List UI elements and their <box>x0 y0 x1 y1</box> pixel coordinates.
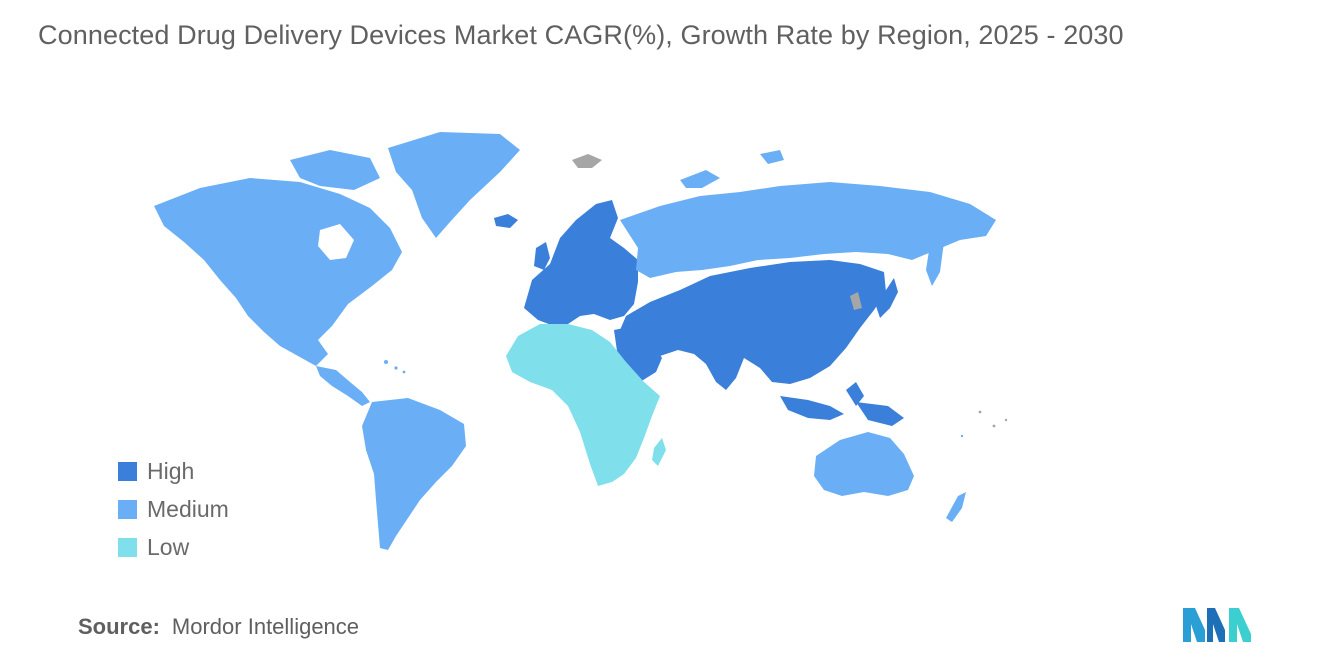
region-australia <box>814 432 914 496</box>
legend-swatch-medium <box>118 499 137 519</box>
region-north-america <box>154 178 402 366</box>
legend-label-low: Low <box>147 533 190 560</box>
region-canada-islands <box>290 150 380 190</box>
legend-label-high: High <box>147 457 195 484</box>
region-south-america <box>362 398 466 550</box>
chart-title: Connected Drug Delivery Devices Market C… <box>38 20 1124 50</box>
source-value: Mordor Intelligence <box>171 614 360 639</box>
source-label: Source: <box>78 614 160 639</box>
region-africa <box>506 324 660 486</box>
region-russia <box>620 182 996 278</box>
region-central-america <box>316 366 370 406</box>
legend-item-low: Low <box>118 528 229 566</box>
region-asia-pacific <box>620 260 886 390</box>
legend-swatch-low <box>118 537 137 557</box>
legend-swatch-high <box>118 461 137 481</box>
mordor-intelligence-logo <box>1183 608 1251 642</box>
legend-item-medium: Medium <box>118 490 229 528</box>
region-europe <box>524 200 638 326</box>
source-note: Source: Mordor Intelligence <box>78 614 359 640</box>
map-legend: High Medium Low <box>118 452 229 566</box>
region-iceland <box>494 214 518 228</box>
region-greenland <box>388 132 520 238</box>
legend-label-medium: Medium <box>147 495 229 522</box>
world-map <box>154 132 1008 550</box>
legend-item-high: High <box>118 452 229 490</box>
